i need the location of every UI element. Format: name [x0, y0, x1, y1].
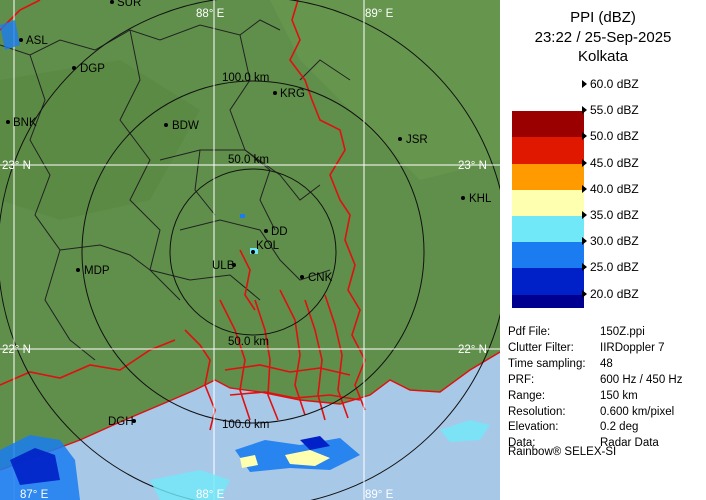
legend-swatch [512, 85, 584, 112]
svg-text:DGP: DGP [80, 63, 105, 75]
info-panel: PPI (dBZ) 23:22 / 25-Sep-2025 Kolkata 60… [500, 0, 706, 500]
svg-text:MDP: MDP [84, 265, 110, 277]
legend-label: 30.0 dBZ [582, 234, 639, 249]
sea-area [0, 352, 500, 500]
svg-text:ASL: ASL [26, 35, 48, 47]
city-kol: KOL [251, 240, 280, 254]
svg-text:BNK: BNK [13, 117, 37, 129]
district-boundaries [0, 19, 351, 361]
lat-label-23-left: 23° N [2, 160, 31, 172]
color-legend [512, 72, 584, 308]
ring-labels: 100.0 km 50.0 km 50.0 km 100.0 km [222, 72, 269, 431]
legend-label: 45.0 dBZ [582, 155, 639, 170]
info-value: 0.600 km/pixel [600, 405, 675, 418]
info-value: 600 Hz / 450 Hz [600, 373, 683, 386]
city-markers: ASL SUR DGP KRG BNK BDW JSR KHL DD KOL U… [6, 0, 492, 428]
city-jsr: JSR [398, 134, 428, 146]
city-cnk: CNK [300, 272, 333, 284]
city-khl: KHL [461, 193, 492, 205]
ring-label-50-top: 50.0 km [228, 154, 269, 166]
svg-text:DGH: DGH [108, 416, 134, 428]
legend-label: 55.0 dBZ [582, 103, 639, 118]
ring-label-100: 100.0 km [222, 72, 269, 84]
range-ring-100 [81, 80, 425, 424]
info-key: Data: [508, 437, 536, 450]
legend-label: 20.0 dBZ [582, 286, 639, 301]
land-shade [270, 0, 500, 180]
lon-label-87: 87° E [20, 489, 49, 500]
land-shade-2 [0, 60, 200, 220]
range-rings [0, 0, 500, 500]
legend-label: 25.0 dBZ [582, 260, 639, 275]
info-key: PRF: [508, 373, 535, 386]
legend-swatch [512, 189, 584, 216]
city-bdw: BDW [164, 120, 199, 132]
city-dd: DD [264, 226, 288, 238]
legend-swatch [512, 242, 584, 269]
city-bnk: BNK [6, 117, 37, 129]
svg-text:JSR: JSR [406, 134, 428, 146]
info-value: 150Z.ppi [600, 326, 645, 338]
border-lines [0, 0, 366, 431]
timestamp: 23:22 / 25-Sep-2025 [534, 29, 672, 46]
info-key: Range: [508, 389, 546, 402]
product-title: PPI (dBZ) [570, 9, 636, 26]
svg-text:KOL: KOL [256, 240, 280, 252]
legend-swatch [512, 111, 584, 138]
city-ulb: ULB [212, 260, 236, 272]
info-key: Clutter Filter: [508, 341, 574, 354]
info-value: 48 [600, 357, 613, 370]
lat-label-22-left: 22° N [2, 344, 31, 356]
grid-labels: 87° E 88° E 88° E 89° E 89° E 23° N 23° … [2, 8, 487, 500]
info-key: Pdf File: [508, 326, 551, 338]
city-sur: SUR [110, 0, 141, 9]
svg-text:DD: DD [271, 226, 288, 238]
svg-text:BDW: BDW [172, 120, 199, 132]
legend-label: 35.0 dBZ [582, 208, 639, 222]
city-dgh: DGH [108, 416, 136, 428]
svg-text:ULB: ULB [212, 260, 235, 272]
svg-text:SUR: SUR [117, 0, 141, 9]
lat-label-22-right: 22° N [458, 344, 487, 356]
legend-label: 40.0 dBZ [582, 181, 639, 196]
lon-label-88-bottom: 88° E [196, 489, 225, 500]
legend-swatch [512, 137, 584, 164]
svg-text:KHL: KHL [469, 193, 492, 205]
legend-label: 60.0 dBZ [582, 77, 639, 91]
legend-label: 50.0 dBZ [582, 129, 639, 144]
info-value: 0.2 deg [600, 421, 639, 434]
info-key: Time sampling: [508, 357, 586, 370]
city-dgp: DGP [72, 63, 105, 75]
legend-swatch [512, 163, 584, 190]
footer-credit: Rainbow® SELEX-SI [508, 446, 617, 458]
info-key: Elevation: [508, 421, 559, 434]
lon-label-89-bottom: 89° E [365, 489, 394, 500]
lat-label-23-right: 23° N [458, 160, 487, 172]
svg-text:CNK: CNK [308, 272, 333, 284]
radar-echoes [0, 20, 490, 500]
legend-swatch [512, 294, 584, 308]
info-value: Radar Data [600, 437, 659, 450]
legend-swatch [512, 216, 584, 243]
coastline [0, 351, 500, 471]
svg-text:KRG: KRG [280, 88, 305, 100]
city-mdp: MDP [76, 265, 110, 277]
range-ring-50 [169, 168, 337, 336]
info-value: 150 km [600, 389, 638, 402]
station-name: Kolkata [577, 48, 629, 65]
ring-label-100-bottom: 100.0 km [222, 419, 269, 431]
city-asl: ASL [19, 35, 48, 47]
info-key: Resolution: [508, 405, 566, 418]
radar-map: 87° E 88° E 88° E 89° E 89° E 23° N 23° … [0, 0, 500, 500]
lon-label-89: 89° E [365, 8, 394, 20]
lon-label-88: 88° E [196, 8, 225, 20]
city-krg: KRG [273, 88, 305, 100]
legend-swatch [512, 268, 584, 295]
ring-label-50-bottom: 50.0 km [228, 336, 269, 348]
info-value: IIRDoppler 7 [600, 341, 665, 354]
lat-lon-grid [0, 0, 500, 500]
